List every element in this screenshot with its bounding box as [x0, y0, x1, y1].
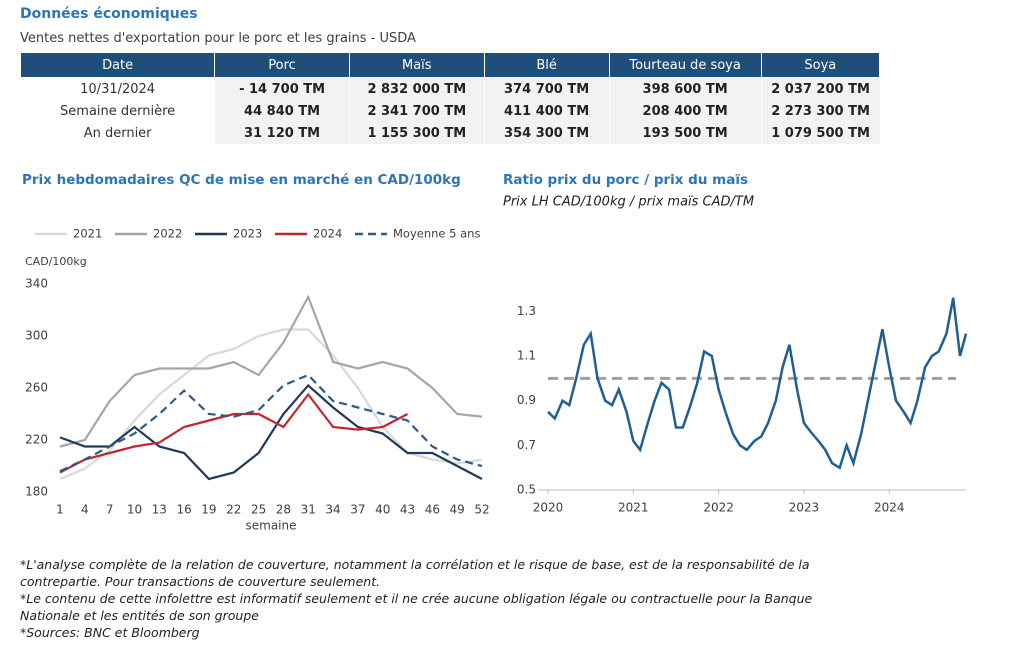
table-cell: 193 500 TM: [608, 122, 762, 144]
column-header: Porc: [214, 52, 350, 78]
legend-label: 2023: [233, 227, 262, 241]
x-tick-label: 2022: [703, 501, 734, 515]
legend-label: 2022: [153, 227, 182, 241]
x-tick-label: 37: [350, 503, 365, 517]
table-cell: 31 120 TM: [214, 122, 350, 144]
y-tick-label: 260: [25, 381, 48, 395]
y-tick-label: 180: [25, 485, 48, 499]
table-cell: Semaine dernière: [19, 100, 215, 122]
x-tick-label: 22: [226, 503, 241, 517]
x-tick-label: 1: [56, 503, 64, 517]
x-tick-label: 28: [276, 503, 291, 517]
table-cell: 10/31/2024: [19, 77, 215, 100]
legend-label: Moyenne 5 ans: [393, 227, 480, 241]
x-tick-label: 4: [81, 503, 89, 517]
series-line: [59, 294, 483, 448]
column-header: Tourteau de soya: [608, 52, 762, 78]
charts: Prix hebdomadaires QC de mise en marché …: [22, 172, 968, 533]
x-tick-label: 31: [301, 503, 316, 517]
x-tick-label: 7: [106, 503, 114, 517]
y-tick-label: 0.5: [517, 483, 536, 497]
series-line: [59, 392, 409, 474]
x-tick-label: 10: [127, 503, 142, 517]
x-tick-label: 2023: [789, 501, 820, 515]
table-row: An dernier 31 120 TM 1 155 300 TM 354 300 T…: [19, 122, 880, 144]
column-header: Maïs: [348, 52, 485, 78]
series-line: [59, 373, 483, 473]
x-tick-label: 40: [375, 503, 390, 517]
chart-title: Prix hebdomadaires QC de mise en marché …: [22, 172, 461, 188]
page-subtitle: Ventes nettes d'exportation pour le porc…: [20, 31, 416, 46]
table-cell: 398 600 TM: [608, 77, 762, 100]
legend-label: 2024: [313, 227, 342, 241]
x-tick-label: 16: [176, 503, 191, 517]
x-tick-label: 52: [474, 503, 489, 517]
y-tick-label: 0.7: [517, 438, 536, 452]
y-tick-label: 220: [25, 433, 48, 447]
table-cell: 411 400 TM: [483, 100, 610, 122]
x-tick-label: 46: [425, 503, 440, 517]
y-axis-label: CAD/100kg: [25, 255, 87, 268]
x-tick-label: 34: [325, 503, 340, 517]
chart-subtitle: Prix LH CAD/100kg / prix maïs CAD/TM: [503, 195, 754, 210]
table-cell: 354 300 TM: [483, 122, 610, 144]
x-tick-label: 19: [201, 503, 216, 517]
x-tick-label: 13: [152, 503, 167, 517]
column-header: Date: [19, 52, 216, 78]
table-cell: 1 079 500 TM: [760, 122, 880, 144]
x-tick-label: 2024: [874, 501, 905, 515]
x-tick-label: 49: [450, 503, 465, 517]
y-tick-label: 1.1: [517, 349, 536, 363]
x-tick-label: 2020: [533, 501, 564, 515]
table-cell: 2 273 300 TM: [760, 100, 880, 122]
y-tick-label: 340: [25, 277, 48, 291]
note: *L'analyse complète de la relation de co…: [20, 557, 810, 589]
series-line: [59, 328, 483, 481]
note: *Sources: BNC et Bloomberg: [20, 625, 200, 640]
x-tick-label: 2021: [618, 501, 649, 515]
y-tick-label: 1.3: [517, 304, 536, 318]
x-tick-label: 25: [251, 503, 266, 517]
note: *Le contenu de cette infolettre est info…: [20, 591, 813, 623]
legend-label: 2021: [73, 227, 102, 241]
table-cell: 2 832 000 TM: [348, 77, 485, 100]
table-cell: 208 400 TM: [608, 100, 762, 122]
table-cell: 2 341 700 TM: [348, 100, 485, 122]
chart-title: Ratio prix du porc / prix du maïs: [503, 172, 748, 188]
y-tick-label: 300: [25, 329, 48, 343]
table-cell: 44 840 TM: [214, 100, 350, 122]
column-header: Soya: [760, 52, 881, 78]
notes: *L'analyse complète de la relation de co…: [20, 556, 840, 641]
table-row: 10/31/2024- 14 700 TM 2 832 000 TM 374 700…: [19, 77, 880, 100]
x-tick-label: 43: [400, 503, 415, 517]
series-line: [59, 383, 483, 481]
column-header: Blé: [483, 52, 610, 78]
export-table: Date Porc Maïs Blé Tourteau de soya Soya 10/31…: [19, 52, 881, 144]
table-cell: 1 155 300 TM: [348, 122, 485, 144]
table-cell: 374 700 TM: [483, 77, 610, 100]
x-axis-label: semaine: [246, 519, 297, 533]
table-cell: - 14 700 TM: [214, 77, 350, 100]
table-cell: An dernier: [19, 122, 215, 144]
y-tick-label: 0.9: [517, 393, 536, 407]
series-line: [547, 297, 968, 470]
table-cell: 2 037 200 TM: [760, 77, 880, 100]
page-title: Données économiques: [20, 6, 198, 22]
table-row: Semaine dernière 44 840 TM 2 341 700 TM 411…: [19, 100, 880, 122]
